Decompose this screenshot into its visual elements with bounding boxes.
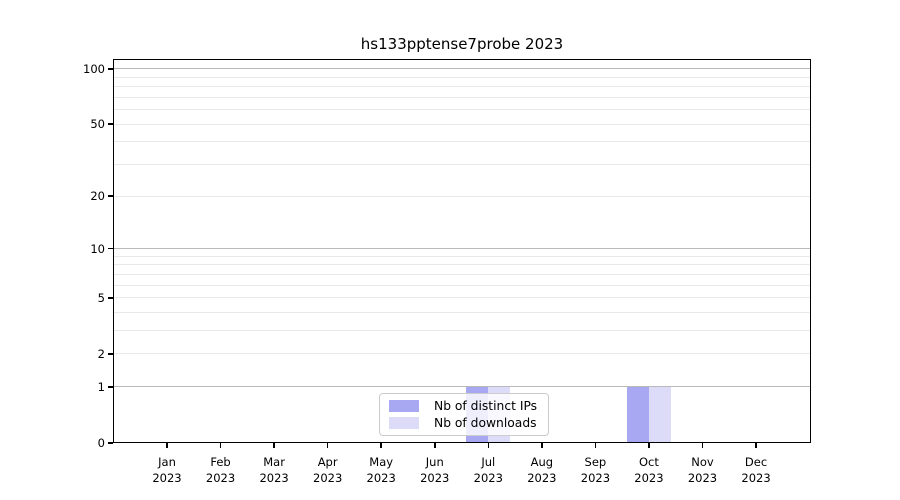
y-tick-mark bbox=[108, 353, 113, 355]
gridline-major bbox=[113, 248, 811, 250]
gridline-minor bbox=[113, 123, 811, 125]
y-tick-label: 10 bbox=[90, 241, 105, 256]
gridline-minor bbox=[113, 86, 811, 88]
gridline-major bbox=[113, 68, 811, 70]
x-tick-label: Dec 2023 bbox=[741, 455, 771, 485]
gridline-minor bbox=[113, 96, 811, 98]
y-tick-mark bbox=[108, 386, 113, 388]
x-tick-label: Apr 2023 bbox=[313, 455, 343, 485]
gridline-minor bbox=[113, 264, 811, 266]
y-tick-mark bbox=[108, 123, 113, 125]
x-tick-label: Aug 2023 bbox=[527, 455, 557, 485]
y-tick-label: 2 bbox=[97, 346, 105, 361]
y-tick-mark bbox=[108, 296, 113, 299]
y-tick-mark bbox=[108, 68, 113, 70]
legend-label-downloads: Nb of downloads bbox=[434, 415, 537, 430]
x-tick-label: May 2023 bbox=[366, 455, 396, 485]
legend-item-downloads: Nb of downloads bbox=[389, 415, 540, 432]
x-tick-label: Jun 2023 bbox=[420, 455, 450, 485]
legend-swatch-downloads bbox=[389, 416, 419, 429]
x-tick-label: Nov 2023 bbox=[687, 455, 718, 485]
gridline-minor bbox=[113, 312, 811, 313]
x-tick-mark bbox=[219, 443, 222, 448]
x-tick-label: Jan 2023 bbox=[152, 455, 182, 485]
y-tick-label: 100 bbox=[83, 61, 105, 76]
y-tick-label: 0 bbox=[97, 436, 105, 450]
x-tick-mark bbox=[326, 443, 329, 448]
gridline-minor bbox=[113, 273, 811, 275]
y-tick-label: 5 bbox=[97, 290, 105, 305]
x-tick-label: Feb 2023 bbox=[205, 455, 236, 485]
gridline-minor bbox=[113, 195, 811, 197]
bar-downloads bbox=[648, 386, 671, 443]
x-tick-mark bbox=[755, 443, 757, 448]
x-tick-mark bbox=[380, 443, 382, 448]
gridline-minor bbox=[113, 330, 811, 332]
gridline-minor bbox=[113, 141, 811, 143]
y-tick-mark bbox=[108, 442, 113, 444]
x-tick-mark bbox=[433, 443, 436, 448]
gridline-minor bbox=[113, 164, 811, 166]
x-tick-mark bbox=[541, 443, 543, 448]
x-tick-mark bbox=[648, 443, 650, 448]
y-tick-label: 1 bbox=[97, 379, 105, 394]
gridline-minor bbox=[113, 76, 811, 78]
y-tick-mark bbox=[108, 247, 113, 250]
y-tick-label: 20 bbox=[90, 189, 105, 204]
gridline-minor bbox=[113, 255, 811, 257]
gridline-minor bbox=[113, 353, 811, 355]
gridline-minor bbox=[113, 297, 811, 299]
x-tick-label: Oct 2023 bbox=[634, 455, 664, 485]
x-tick-label: Mar 2023 bbox=[259, 455, 289, 485]
legend-item-distinct-ips: Nb of distinct IPs bbox=[389, 398, 540, 415]
x-tick-mark bbox=[166, 443, 168, 448]
x-tick-label: Jul 2023 bbox=[473, 455, 503, 485]
x-tick-mark bbox=[701, 443, 704, 448]
gridline-minor bbox=[113, 109, 811, 111]
x-tick-mark bbox=[487, 443, 490, 448]
legend-label-distinct-ips: Nb of distinct IPs bbox=[434, 399, 538, 414]
gridline-minor bbox=[113, 284, 811, 286]
x-tick-label: Sep 2023 bbox=[580, 455, 611, 485]
legend-swatch-distinct-ips bbox=[389, 400, 419, 413]
x-tick-mark bbox=[594, 443, 597, 448]
gridline-major bbox=[113, 386, 811, 388]
chart-title: hs133pptense7probe 2023 bbox=[360, 35, 564, 53]
y-tick-label: 50 bbox=[90, 117, 105, 132]
y-tick-mark bbox=[108, 195, 113, 197]
bar-distinct-ips bbox=[626, 386, 649, 443]
x-tick-mark bbox=[273, 443, 275, 448]
plot-area bbox=[113, 59, 811, 443]
legend: Nb of distinct IPs Nb of downloads bbox=[379, 393, 549, 436]
